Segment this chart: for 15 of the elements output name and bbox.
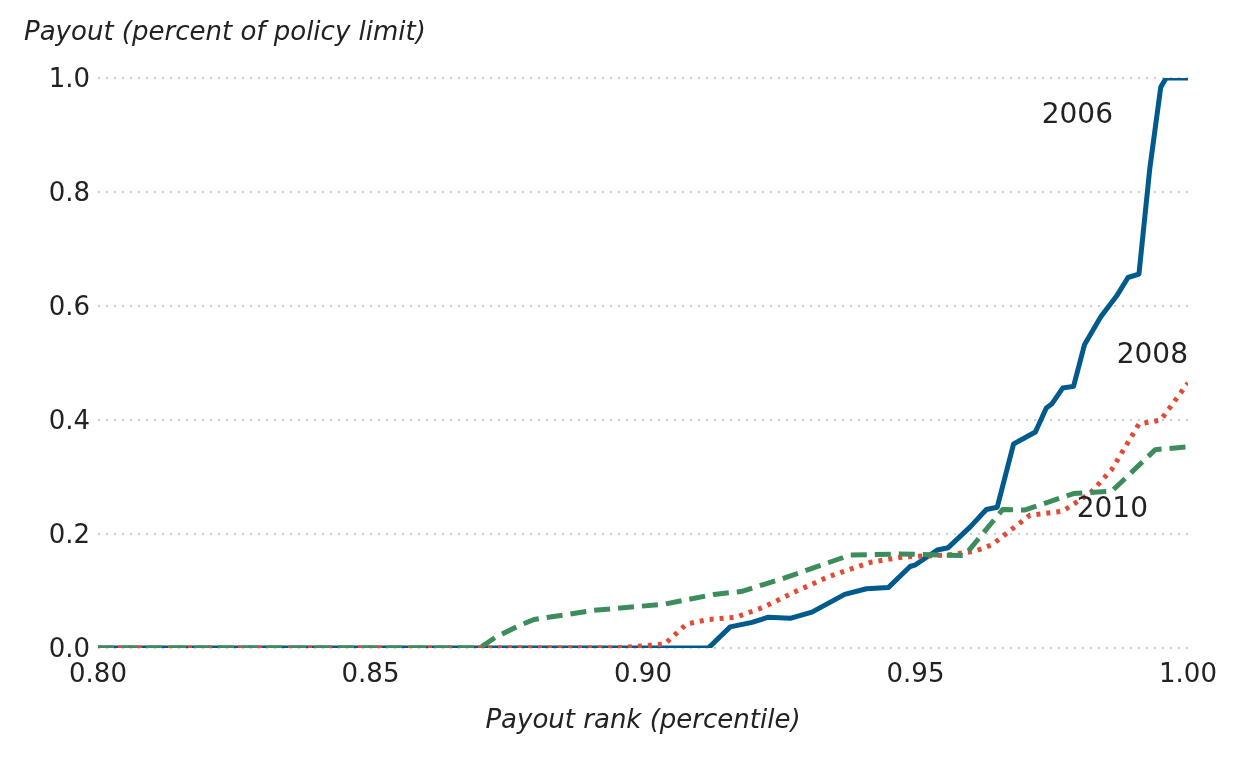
x-tick-label: 0.90: [614, 658, 672, 689]
series-label: 2006: [1041, 97, 1113, 130]
x-tick-label: 0.80: [69, 658, 127, 689]
x-tick-label: 1.00: [1159, 658, 1217, 689]
y-tick-label: 0.4: [48, 405, 90, 436]
series-label: 2008: [1116, 336, 1188, 370]
x-axis-title: Payout rank (percentile): [485, 704, 801, 734]
y-tick-label: 0.6: [48, 291, 90, 322]
series-label: 2010: [1076, 490, 1148, 524]
y-tick-label: 1.0: [48, 63, 90, 94]
x-tick-label: 0.95: [886, 658, 945, 689]
y-tick-label: 0.8: [48, 177, 90, 208]
x-tick-label: 0.85: [341, 658, 400, 689]
y-tick-label: 0.2: [48, 519, 90, 550]
y-axis-title: Payout (percent of policy limit): [24, 16, 426, 46]
